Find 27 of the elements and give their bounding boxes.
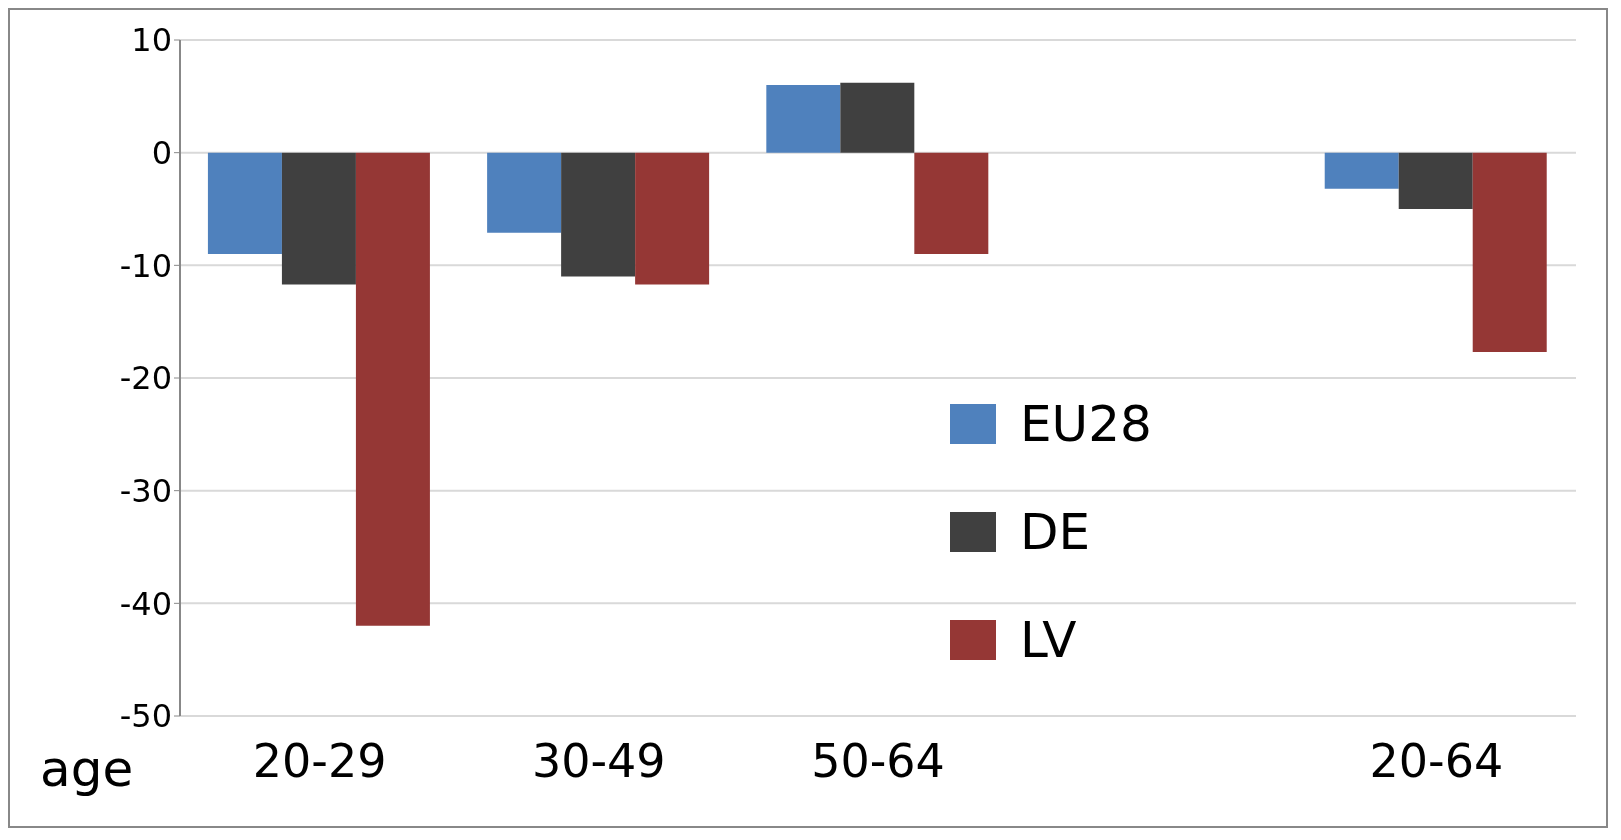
x-tick-label: 50-64 (811, 733, 945, 788)
bar (561, 152, 636, 277)
x-tick-label: 20-29 (252, 733, 387, 788)
y-tick-label: -50 (119, 697, 172, 736)
legend-label: LV (1020, 611, 1077, 669)
bar (1472, 152, 1547, 353)
bar (281, 152, 356, 285)
bar (355, 152, 430, 626)
legend-label: DE (1020, 503, 1091, 561)
bar (766, 85, 841, 153)
y-tick-label: -20 (119, 359, 172, 398)
bar (840, 82, 915, 153)
y-tick-label: -40 (119, 584, 172, 623)
y-tick-label: -30 (119, 472, 172, 511)
x-tick-label: 20-64 (1369, 733, 1504, 788)
bar (635, 152, 710, 285)
y-tick-label: 0 (151, 134, 172, 173)
bar (914, 152, 989, 255)
x-tick-label: 30-49 (531, 733, 666, 788)
legend-label: EU28 (1020, 395, 1152, 453)
x-axis-title: age (40, 740, 134, 798)
y-tick-label: -10 (119, 246, 172, 285)
bar (1398, 152, 1473, 209)
bar (1324, 152, 1399, 189)
y-tick-label: 10 (131, 21, 172, 60)
bar (207, 152, 282, 255)
bar (487, 152, 562, 233)
